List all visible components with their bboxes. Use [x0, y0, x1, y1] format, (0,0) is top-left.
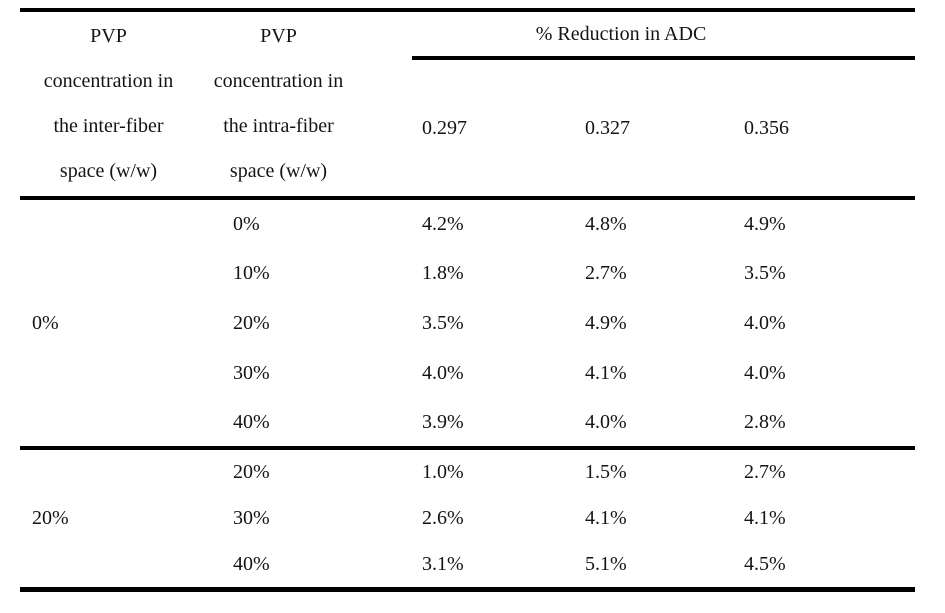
adc-value-cell: 3.9% — [422, 410, 464, 433]
col-header-line: the intra-fiber — [223, 115, 334, 137]
inter-fiber-cell: 0% — [32, 311, 59, 334]
intra-fiber-cell: 40% — [233, 552, 270, 575]
adc-value-cell: 4.1% — [585, 361, 627, 384]
table-group-20%: 20% 20% 1.0% 1.5% 2.7% 30% 2.6% 4.1% 4.1% 40% 3.1%… — [20, 448, 916, 589]
intra-fiber-cell: 20% — [233, 311, 270, 334]
adc-value-cell: 1.0% — [422, 461, 464, 483]
col-header-intra-fiber: PVP concentration in the intra-fiber spa… — [205, 10, 412, 198]
table-group-0%: 0% 0% 4.2% 4.8% 4.9% 10% 1.8% 2.7% 3.5% 20% 3.5% 4.… — [20, 198, 915, 448]
col-header-line: PVP — [260, 25, 297, 47]
table-row: 20% 3.5% 4.9% 4.0% — [20, 298, 915, 348]
adc-value-cell: 3.5% — [422, 311, 464, 334]
inter-fiber-cell: 20% — [32, 506, 69, 529]
subcol-header-b-value-2: 0.327 — [585, 116, 630, 139]
table-row: 10% 1.8% 2.7% 3.5% — [20, 248, 915, 298]
table-row: 20% 20% 1.0% 1.5% 2.7% — [20, 448, 915, 529]
intra-fiber-cell: 10% — [233, 261, 270, 284]
adc-value-cell: 2.6% — [422, 507, 464, 529]
adc-value-cell: 4.0% — [744, 311, 786, 334]
adc-value-cell: 4.0% — [744, 361, 786, 384]
col-header-line: space (w/w) — [59, 160, 158, 182]
col-header-line: space (w/w) — [229, 160, 328, 182]
adc-value-cell: 2.7% — [744, 461, 786, 483]
adc-value-cell: 4.9% — [585, 311, 627, 334]
table-row: 40% 3.9% 4.0% 2.8% — [20, 398, 915, 448]
col-header-line: concentration in — [213, 70, 344, 92]
col-header-line: concentration in — [43, 70, 174, 92]
adc-value-cell: 3.1% — [422, 552, 464, 575]
table-header: PVP concentration in the inter-fiber spa… — [20, 10, 916, 198]
adc-value-cell: 4.8% — [585, 212, 627, 235]
intra-fiber-cell: 40% — [233, 410, 270, 433]
adc-value-cell: 2.7% — [585, 261, 627, 284]
adc-value-cell: 5.1% — [585, 552, 627, 575]
adc-value-cell: 4.0% — [585, 410, 627, 433]
table-row: 0% 0% 4.2% 4.8% 4.9% — [20, 198, 915, 334]
adc-value-cell: 4.1% — [585, 507, 627, 529]
col-header-line: the inter-fiber — [53, 115, 164, 137]
spanner-header-adc-reduction: % Reduction in ADC — [412, 10, 916, 60]
pvp-adc-reduction-table: PVP concentration in the inter-fiber spa… — [20, 8, 916, 592]
adc-value-cell: 2.8% — [744, 410, 786, 433]
intra-fiber-cell: 30% — [233, 361, 270, 384]
col-header-inter-fiber: PVP concentration in the inter-fiber spa… — [20, 10, 205, 198]
adc-value-cell: 1.5% — [585, 461, 627, 483]
adc-value-cell: 4.2% — [422, 212, 464, 235]
table-row: 30% 4.0% 4.1% 4.0% — [20, 348, 915, 398]
subcol-header-b-value-1: 0.297 — [422, 116, 467, 139]
table-row: 40% 3.1% 5.1% 4.5% — [20, 542, 915, 589]
subcol-header-b-value-3: 0.356 — [744, 116, 789, 139]
adc-value-cell: 4.9% — [744, 212, 786, 235]
adc-value-cell: 4.5% — [744, 552, 786, 575]
col-header-line: PVP — [90, 25, 127, 47]
intra-fiber-cell: 30% — [233, 507, 270, 529]
intra-fiber-cell: 0% — [233, 212, 260, 235]
adc-value-cell: 4.1% — [744, 507, 786, 529]
table-row: 30% 2.6% 4.1% 4.1% — [20, 495, 915, 542]
adc-value-cell: 3.5% — [744, 261, 786, 284]
adc-value-cell: 4.0% — [422, 361, 464, 384]
intra-fiber-cell: 20% — [233, 461, 270, 483]
adc-value-cell: 1.8% — [422, 261, 464, 284]
